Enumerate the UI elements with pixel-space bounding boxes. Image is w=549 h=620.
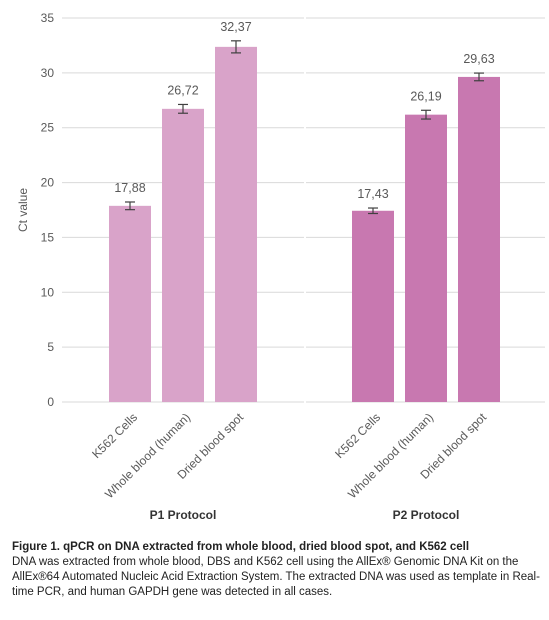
y-tick-label: 0 (47, 395, 54, 409)
x-tick-label: K562 Cells (332, 410, 383, 461)
y-axis-label: Ct value (16, 188, 30, 232)
y-tick-label: 15 (41, 230, 55, 244)
y-tick-label: 10 (41, 285, 55, 299)
data-label: 29,63 (463, 52, 494, 66)
bar (458, 76, 500, 403)
data-label: 26,72 (167, 83, 198, 97)
bar (215, 46, 257, 402)
x-tick-label: K562 Cells (89, 410, 140, 461)
caption-title: Figure 1. qPCR on DNA extracted from who… (12, 541, 470, 553)
figure-caption: Figure 1. qPCR on DNA extracted from who… (12, 540, 542, 600)
y-tick-label: 25 (41, 121, 55, 135)
bar-chart: 0 5 10 15 20 25 30 35 Ct value 17,88 K562 Cells 26,… (16, 11, 545, 522)
y-tick-label: 20 (41, 176, 55, 190)
data-label: 17,88 (114, 181, 145, 195)
y-tick-label: 35 (41, 11, 55, 25)
bar (162, 108, 204, 402)
data-label: 26,19 (410, 89, 441, 103)
y-tick-label: 5 (47, 340, 54, 354)
data-label: 32,37 (220, 20, 251, 34)
data-label: 17,43 (357, 187, 388, 201)
y-tick-label: 30 (41, 66, 55, 80)
group-label: P2 Protocol (393, 508, 460, 522)
caption-body: DNA was extracted from whole blood, DBS … (12, 556, 540, 598)
bar (352, 210, 394, 402)
bar (109, 205, 151, 402)
bar (405, 114, 447, 402)
group-label: P1 Protocol (150, 508, 217, 522)
